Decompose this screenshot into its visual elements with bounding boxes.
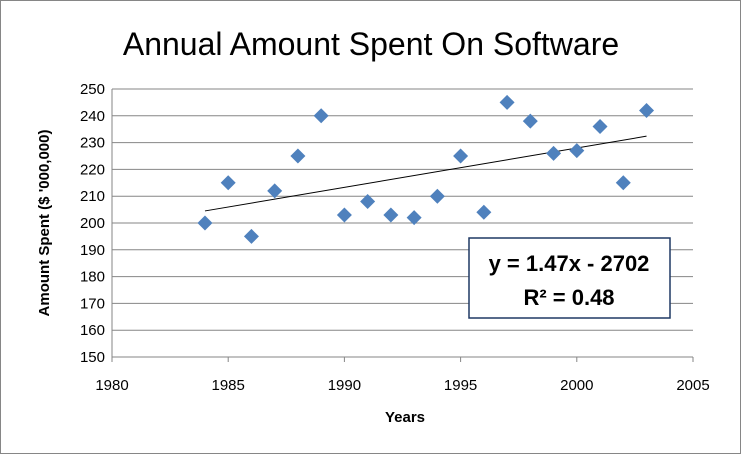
equation-box-border xyxy=(468,237,671,319)
x-tick-label-2000: 2000 xyxy=(560,377,593,394)
y-tick-labels: 150 160 170 180 190 200 210 220 230 240 250 xyxy=(80,81,105,366)
y-tick-label-160: 160 xyxy=(80,322,105,339)
y-tick-label-200: 200 xyxy=(80,215,105,232)
y-tick-label-150: 150 xyxy=(80,349,105,366)
data-point-1994 xyxy=(429,188,445,204)
y-tick-label-230: 230 xyxy=(80,135,105,152)
gridlines xyxy=(112,88,693,331)
x-tick-label-1980: 1980 xyxy=(95,377,128,394)
data-point-1993 xyxy=(406,210,422,226)
y-tick-label-210: 210 xyxy=(80,188,105,205)
data-point-1989 xyxy=(313,108,329,124)
data-point-1986 xyxy=(243,228,259,244)
trendline-equation: y = 1.47x - 2702 xyxy=(489,251,650,276)
x-tick-label-1985: 1985 xyxy=(212,377,245,394)
y-tick-label-170: 170 xyxy=(80,295,105,312)
data-points xyxy=(197,94,655,244)
y-axis-label: Amount Spent ($ '000,000) xyxy=(36,130,53,317)
axes xyxy=(111,89,694,362)
data-point-1988 xyxy=(290,148,306,164)
x-tick-label-2005: 2005 xyxy=(676,377,709,394)
data-point-2002 xyxy=(615,175,631,191)
x-tick-label-1995: 1995 xyxy=(444,377,477,394)
data-point-1999 xyxy=(546,145,562,161)
x-axis-label: Years xyxy=(385,409,425,426)
x-tick-labels: 1980 1985 1990 1995 2000 2005 xyxy=(95,377,709,394)
data-point-1996 xyxy=(476,204,492,220)
data-point-2001 xyxy=(592,119,608,135)
y-tick-label-240: 240 xyxy=(80,108,105,125)
y-tick-label-190: 190 xyxy=(80,242,105,259)
chart-title: Annual Amount Spent On Software xyxy=(123,26,619,62)
data-point-1997 xyxy=(499,94,515,110)
data-point-1991 xyxy=(360,194,376,210)
y-tick-label-180: 180 xyxy=(80,269,105,286)
data-point-1987 xyxy=(267,183,283,199)
data-point-2000 xyxy=(569,143,585,159)
x-tick-label-1990: 1990 xyxy=(328,377,361,394)
y-tick-label-220: 220 xyxy=(80,161,105,178)
trendline-equation-box: y = 1.47x - 2702 R² = 0.48 xyxy=(468,237,671,319)
data-point-1998 xyxy=(522,113,538,129)
r-squared-label: R² = 0.48 xyxy=(523,285,614,310)
y-tick-label-250: 250 xyxy=(80,81,105,98)
data-point-2003 xyxy=(639,102,655,118)
data-point-1995 xyxy=(453,148,469,164)
data-point-1985 xyxy=(220,175,236,191)
data-point-1984 xyxy=(197,215,213,231)
data-point-1992 xyxy=(383,207,399,223)
data-point-1990 xyxy=(336,207,352,223)
